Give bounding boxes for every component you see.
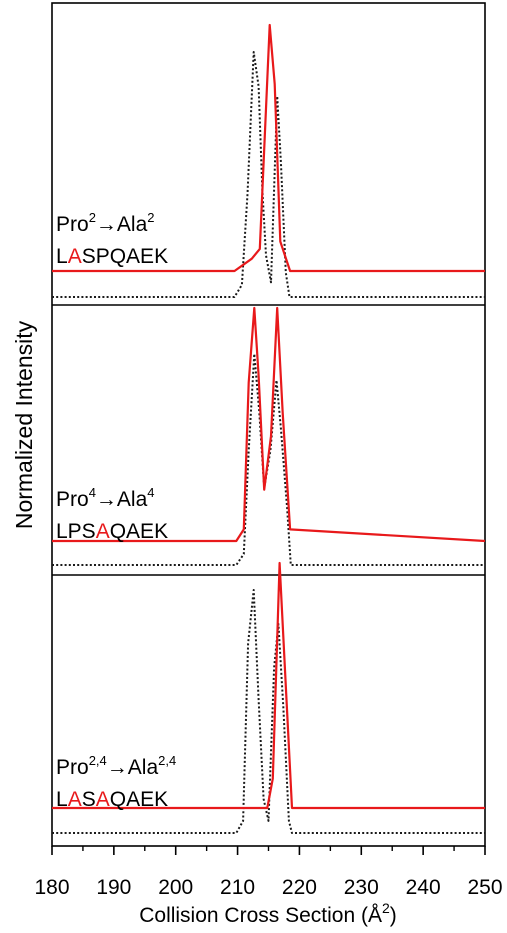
x-axis-label-text: Collision Cross Section (Å bbox=[139, 904, 382, 927]
x-tick-label-200: 200 bbox=[158, 876, 193, 899]
y-axis-label: Normalized Intensity bbox=[11, 320, 37, 529]
panel-1-sequence-label: LASPQAEK bbox=[56, 245, 168, 268]
panel-1-sequence-seg-2: SPQAEK bbox=[82, 245, 168, 268]
plot-frame bbox=[51, 2, 486, 847]
x-tick-label-210: 210 bbox=[220, 876, 255, 899]
x-tick-label-250: 250 bbox=[467, 876, 502, 899]
panel-3-label-sup2: 2,4 bbox=[158, 753, 176, 768]
series-layer bbox=[52, 23, 486, 834]
panel-3-sequence-seg-0: L bbox=[56, 788, 68, 811]
panel-2-label-mid: Ala bbox=[117, 488, 148, 511]
panel-3-label-prefix: Pro bbox=[56, 756, 89, 779]
x-axis-ticks: 180 190 200 210 220 230 240 250 bbox=[34, 846, 503, 899]
x-tick-label-230: 230 bbox=[344, 876, 379, 899]
panel-2-sequence-label: LPSAQAEK bbox=[56, 520, 168, 543]
panel-3-black-dotted-trace bbox=[52, 589, 485, 834]
panel-2-red-solid-trace bbox=[52, 306, 486, 543]
x-tick-label-190: 190 bbox=[96, 876, 131, 899]
panel-2-sequence-seg-0: LPS bbox=[56, 520, 96, 543]
panel-2-mutation-label: Pro4→Ala4 bbox=[56, 485, 155, 511]
panel-2-sequence-seg-2: QAEK bbox=[110, 520, 168, 543]
panel-3-mutation-label: Pro2,4→Ala2,4 bbox=[56, 753, 176, 779]
panel-3-label-mid: Ala bbox=[128, 756, 159, 779]
panel-1-label-mid: Ala bbox=[117, 213, 148, 236]
x-axis-label-close: ) bbox=[390, 904, 397, 927]
panel-3-sequence-seg-3: A bbox=[96, 788, 110, 811]
panel-3-sequence-seg-2: S bbox=[82, 788, 96, 811]
panel-3-red-solid-trace bbox=[52, 561, 485, 810]
panel-1-mutation-label: Pro2→Ala2 bbox=[56, 210, 155, 236]
panel-1-label-arrow: → bbox=[96, 213, 117, 236]
x-tick-label-240: 240 bbox=[406, 876, 441, 899]
x-axis-label-sup: 2 bbox=[382, 900, 390, 916]
panel-2-label-sup1: 4 bbox=[89, 485, 96, 500]
panel-1-label-sup1: 2 bbox=[89, 210, 96, 225]
panel-labels: Pro2→Ala2LASPQAEKPro4→Ala4LPSAQAEKPro2,4… bbox=[56, 210, 176, 811]
panel-2-label-prefix: Pro bbox=[56, 488, 89, 511]
panel-2-label-arrow: → bbox=[96, 488, 117, 511]
x-tick-label-220: 220 bbox=[282, 876, 317, 899]
x-tick-label-180: 180 bbox=[34, 876, 69, 899]
panel-1-label-prefix: Pro bbox=[56, 213, 89, 236]
panel-1-sequence-seg-0: L bbox=[56, 245, 68, 268]
panel-3-label-arrow: → bbox=[107, 756, 128, 779]
panel-3-sequence-seg-4: QAEK bbox=[110, 788, 168, 811]
panel-1-sequence-seg-1: A bbox=[68, 245, 82, 268]
panel-1-red-solid-trace bbox=[52, 23, 485, 273]
panel-2-black-dotted-trace bbox=[52, 352, 485, 566]
panel-2-label-sup2: 4 bbox=[147, 485, 154, 500]
panel-2-sequence-seg-1: A bbox=[96, 520, 110, 543]
x-axis-label: Collision Cross Section (Å2) bbox=[139, 900, 397, 927]
panel-3-label-sup1: 2,4 bbox=[89, 753, 107, 768]
panel-3-sequence-label: LASAQAEK bbox=[56, 788, 168, 811]
panel-1-label-sup2: 2 bbox=[147, 210, 154, 225]
panel-3-sequence-seg-1: A bbox=[68, 788, 82, 811]
